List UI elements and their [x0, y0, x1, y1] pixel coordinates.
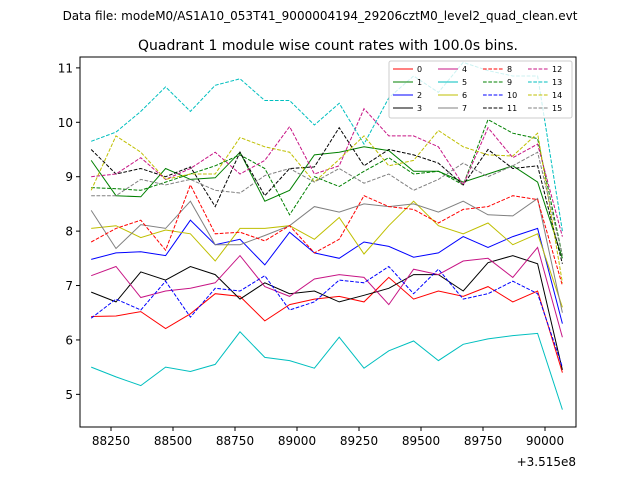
legend-item-7: 7 [438, 104, 467, 113]
y-axis: 5 6 7 8 9 10 11 [58, 61, 80, 402]
legend-frame [388, 60, 573, 119]
series-line-3 [91, 255, 563, 371]
legend-label: 10 [507, 91, 517, 100]
series-line-11 [90, 126, 563, 264]
legend-label: 7 [462, 104, 467, 113]
y-tick-label: 5 [65, 388, 73, 402]
legend-label: 2 [417, 91, 422, 100]
legend-label: 6 [462, 91, 467, 100]
legend-item-3: 3 [393, 104, 422, 113]
series-line-7 [90, 197, 563, 313]
series-line-10 [90, 265, 563, 368]
y-tick-label: 7 [65, 279, 73, 293]
legend-item-13: 13 [528, 78, 562, 87]
series-line-2 [91, 219, 563, 324]
y-tick-label: 11 [58, 61, 73, 75]
legend-label: 14 [552, 91, 562, 100]
series-layer [90, 61, 563, 410]
legend-label: 8 [507, 65, 512, 74]
series-line-1 [90, 146, 563, 259]
plot-area [79, 56, 577, 428]
legend-item-8: 8 [483, 65, 512, 74]
legend-item-9: 9 [483, 78, 512, 87]
legend-item-14: 14 [528, 91, 562, 100]
x-tick-label: 89500 [402, 434, 440, 448]
legend-item-5: 5 [438, 78, 467, 87]
legend-item-11: 11 [483, 104, 517, 113]
series-line-9 [91, 118, 563, 256]
legend-item-15: 15 [528, 104, 562, 113]
series-line-5 [91, 331, 563, 410]
series-line-0 [91, 276, 563, 373]
legend-label: 4 [462, 65, 467, 74]
series-line-14 [90, 129, 563, 283]
legend-label: 3 [417, 104, 422, 113]
y-tick-label: 10 [58, 116, 73, 130]
x-tick-label: 89250 [340, 434, 378, 448]
legend-item-10: 10 [483, 91, 517, 100]
x-tick-label: 89750 [464, 434, 502, 448]
series-line-15 [91, 151, 563, 256]
y-tick-label: 9 [65, 170, 73, 184]
series-line-4 [91, 246, 563, 338]
x-tick-label: 88250 [92, 434, 130, 448]
legend-label: 0 [417, 65, 422, 74]
x-tick-label: 88750 [216, 434, 254, 448]
legend-item-6: 6 [438, 91, 467, 100]
legend-label: 12 [552, 65, 562, 74]
legend-item-1: 1 [393, 78, 422, 87]
legend-item-0: 0 [393, 65, 422, 74]
series-line-12 [91, 107, 563, 237]
y-tick-label: 8 [65, 225, 73, 239]
series-line-6 [91, 200, 563, 308]
x-tick-label: 89000 [278, 434, 316, 448]
x-axis: 88250 88500 88750 89000 89250 89500 89750 90000 [92, 427, 564, 448]
series-line-8 [90, 183, 563, 286]
legend-item-2: 2 [393, 91, 422, 100]
series-line-13 [91, 61, 563, 232]
chart-title: Quadrant 1 module wise count rates with … [138, 38, 518, 54]
legend-label: 13 [552, 78, 562, 87]
legend-label: 9 [507, 78, 512, 87]
x-tick-label: 88500 [154, 434, 192, 448]
legend-label: 11 [507, 104, 517, 113]
legend-label: 1 [417, 78, 422, 87]
legend-item-12: 12 [528, 65, 562, 74]
x-tick-label: 90000 [526, 434, 564, 448]
legend-label: 15 [552, 104, 562, 113]
figure-suptitle: Data file: modeM0/AS1A10_053T41_90000041… [63, 9, 578, 23]
x-axis-offset-label: +3.515e8 [517, 455, 576, 469]
y-tick-label: 6 [65, 333, 73, 347]
legend-item-4: 4 [438, 65, 467, 74]
legend-label: 5 [462, 78, 467, 87]
plot-frame [79, 56, 577, 428]
